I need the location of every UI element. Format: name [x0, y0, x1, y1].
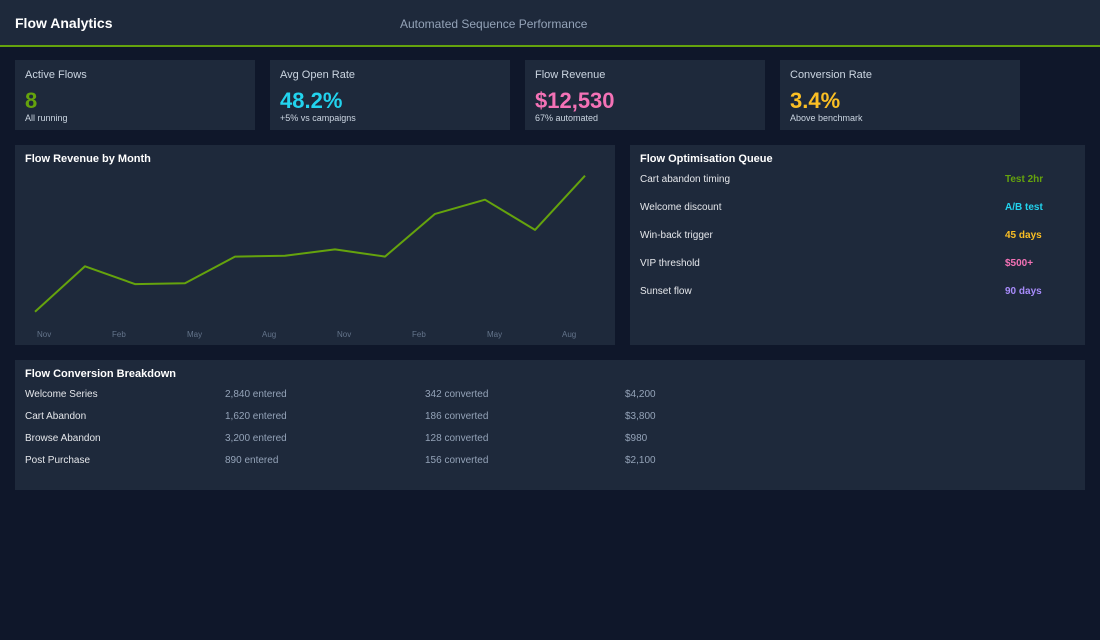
x-tick-label: Nov	[37, 330, 51, 339]
queue-item-label: Sunset flow	[640, 286, 692, 297]
x-tick-label: May	[487, 330, 502, 339]
kpi-label: Avg Open Rate	[280, 69, 356, 81]
table-row: Cart Abandon 1,620 entered 186 converted…	[25, 411, 1075, 425]
queue-item-value: 45 days	[1005, 230, 1042, 241]
queue-item-value: Test 2hr	[1005, 174, 1044, 185]
queue-item-value: A/B test	[1005, 202, 1043, 213]
queue-item-value: 90 days	[1005, 286, 1042, 297]
flow-revenue: $3,800	[625, 411, 656, 422]
chart-title: Flow Revenue by Month	[25, 153, 151, 165]
queue-item-label: Welcome discount	[640, 202, 722, 213]
flow-entered: 1,620 entered	[225, 411, 287, 422]
kpi-label: Conversion Rate	[790, 69, 872, 81]
flow-name: Browse Abandon	[25, 433, 101, 444]
flow-name: Welcome Series	[25, 389, 98, 400]
kpi-value: $12,530	[535, 88, 615, 113]
kpi-note: 67% automated	[535, 113, 599, 123]
flow-revenue: $4,200	[625, 389, 656, 400]
kpi-card-active-flows: Active Flows 8 All running	[15, 60, 255, 130]
table-row: Welcome Series 2,840 entered 342 convert…	[25, 389, 1075, 403]
kpi-card-conversion-rate: Conversion Rate 3.4% Above benchmark	[780, 60, 1020, 130]
flow-entered: 890 entered	[225, 455, 279, 466]
flow-revenue: $2,100	[625, 455, 656, 466]
x-tick-label: Nov	[337, 330, 351, 339]
kpi-note: Above benchmark	[790, 113, 863, 123]
queue-item-value: $500+	[1005, 258, 1034, 269]
flow-converted: 128 converted	[425, 433, 489, 444]
table-row: Post Purchase 890 entered 156 converted …	[25, 455, 1075, 469]
kpi-note: All running	[25, 113, 68, 123]
queue-item: Sunset flow 90 days	[640, 286, 1075, 302]
x-tick-label: Aug	[562, 330, 576, 339]
optimisation-queue-panel: Flow Optimisation Queue Cart abandon tim…	[630, 145, 1085, 345]
flow-name: Post Purchase	[25, 455, 91, 466]
queue-item: VIP threshold $500+	[640, 258, 1075, 274]
flow-converted: 186 converted	[425, 411, 489, 422]
kpi-label: Flow Revenue	[535, 69, 606, 81]
flow-converted: 156 converted	[425, 455, 489, 466]
revenue-line-chart: Nov Feb May Aug Nov Feb May Aug	[34, 175, 586, 339]
kpi-card-flow-revenue: Flow Revenue $12,530 67% automated	[525, 60, 765, 130]
app-title: Flow Analytics	[15, 15, 113, 31]
revenue-series-line	[34, 175, 586, 313]
queue-item-label: VIP threshold	[640, 258, 700, 269]
table-row: Browse Abandon 3,200 entered 128 convert…	[25, 433, 1075, 447]
x-tick-label: Aug	[262, 330, 276, 339]
flow-name: Cart Abandon	[25, 411, 87, 422]
flow-converted: 342 converted	[425, 389, 489, 400]
queue-title: Flow Optimisation Queue	[640, 153, 773, 165]
revenue-chart-panel: Flow Revenue by Month Nov Feb May Aug Nov Feb…	[15, 145, 615, 345]
queue-item-label: Cart abandon timing	[640, 174, 731, 185]
flow-revenue: $980	[625, 433, 648, 444]
kpi-label: Active Flows	[25, 69, 87, 81]
kpi-value: 48.2%	[280, 88, 343, 113]
queue-item: Welcome discount A/B test	[640, 202, 1075, 218]
breakdown-title: Flow Conversion Breakdown	[25, 368, 176, 380]
queue-item: Win-back trigger 45 days	[640, 230, 1075, 246]
kpi-value: 8	[25, 88, 38, 113]
x-tick-label: May	[187, 330, 202, 339]
kpi-card-open-rate: Avg Open Rate 48.2% +5% vs campaigns	[270, 60, 510, 130]
kpi-value: 3.4%	[790, 88, 841, 113]
flow-entered: 3,200 entered	[225, 433, 287, 444]
x-tick-label: Feb	[412, 330, 426, 339]
queue-item: Cart abandon timing Test 2hr	[640, 174, 1075, 190]
app-header: Flow Analytics Automated Sequence Perfor…	[0, 0, 1100, 47]
conversion-breakdown-panel: Flow Conversion Breakdown Welcome Series…	[15, 360, 1085, 490]
kpi-note: +5% vs campaigns	[280, 113, 356, 123]
app-subtitle: Automated Sequence Performance	[400, 17, 588, 31]
x-tick-label: Feb	[112, 330, 126, 339]
flow-entered: 2,840 entered	[225, 389, 287, 400]
queue-item-label: Win-back trigger	[640, 230, 713, 241]
